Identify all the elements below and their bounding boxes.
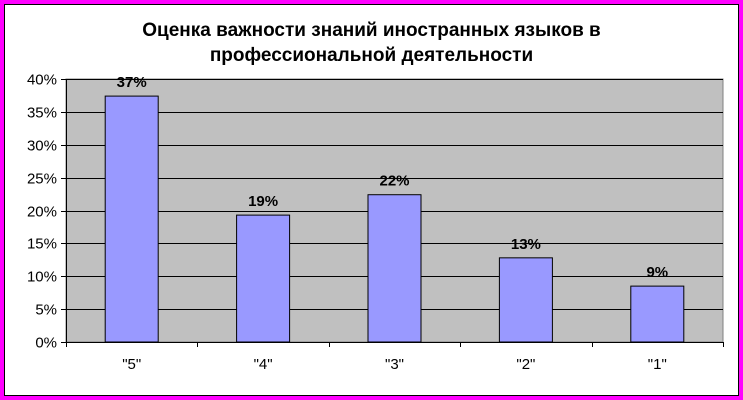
chart-title-line-1: Оценка важности знаний иностранных языко… bbox=[142, 20, 601, 41]
bar-4 bbox=[498, 257, 553, 343]
bar-3 bbox=[367, 194, 422, 343]
y-tick-label: 10% bbox=[27, 269, 57, 286]
x-category-label: "5" bbox=[122, 356, 141, 373]
y-tick-label: 35% bbox=[27, 105, 57, 122]
x-category-label: "1" bbox=[648, 356, 667, 373]
data-label-5: 9% bbox=[646, 264, 668, 281]
x-category-label: "2" bbox=[516, 356, 535, 373]
bar-1 bbox=[104, 95, 159, 343]
y-tick-label: 40% bbox=[27, 72, 57, 89]
chart-area-border bbox=[4, 4, 739, 396]
bar-5 bbox=[630, 285, 685, 343]
bar-2 bbox=[236, 214, 291, 343]
data-label-2: 19% bbox=[248, 193, 278, 210]
y-tick-label: 30% bbox=[27, 138, 57, 155]
x-category-label: "3" bbox=[385, 356, 404, 373]
data-label-3: 22% bbox=[379, 173, 409, 190]
y-tick-label: 25% bbox=[27, 171, 57, 188]
y-tick-label: 0% bbox=[35, 335, 57, 352]
chart-title: Оценка важности знаний иностранных языко… bbox=[0, 18, 743, 68]
data-label-1: 37% bbox=[117, 74, 147, 91]
y-tick-label: 15% bbox=[27, 236, 57, 253]
y-tick-label: 20% bbox=[27, 204, 57, 221]
chart-title-line-2: профессиональной деятельности bbox=[209, 45, 534, 66]
y-tick-label: 5% bbox=[35, 302, 57, 319]
data-label-4: 13% bbox=[511, 236, 541, 253]
x-category-label: "4" bbox=[254, 356, 273, 373]
